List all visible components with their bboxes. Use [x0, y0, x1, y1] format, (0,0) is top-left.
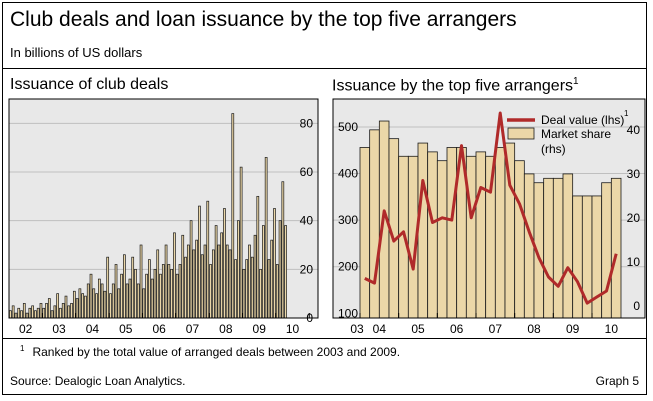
market-share-bar — [475, 151, 487, 319]
market-share-bar — [601, 182, 612, 319]
right-rhs-tick-label: 20 — [627, 211, 641, 225]
source-note: Source: Dealogic Loan Analytics. — [10, 374, 186, 388]
left-y-tick-label: 40 — [300, 214, 314, 228]
legend-deal-value-label: Deal value (lhs) — [541, 113, 624, 127]
right-x-tick-label: 03 — [350, 322, 364, 336]
right-lhs-tick-label: 200 — [338, 260, 358, 274]
market-share-bar — [514, 160, 525, 319]
market-share-bar — [417, 142, 429, 319]
right-lhs-tick-label: 500 — [338, 120, 358, 134]
market-share-bar — [543, 177, 554, 319]
title-divider — [2, 68, 647, 69]
right-lhs-tick-label: 300 — [338, 213, 358, 227]
right-rhs-tick-label: 0 — [633, 299, 640, 313]
right-rhs-tick-label: 30 — [627, 167, 641, 181]
left-panel-title: Issuance of club deals — [10, 76, 169, 93]
graph-subtitle: In billions of US dollars — [10, 45, 143, 60]
left-x-tick-label: 06 — [152, 322, 166, 336]
right-x-tick-label: 09 — [566, 322, 580, 336]
market-share-bar — [494, 147, 506, 319]
market-share-bar — [610, 177, 622, 319]
left-x-tick-label: 02 — [19, 322, 33, 336]
right-rhs-tick-label: 10 — [627, 255, 641, 269]
left-x-tick-label: 04 — [86, 322, 100, 336]
footnote-marker: 1 — [20, 344, 25, 353]
deal-value-line — [364, 111, 618, 305]
graph-number: Graph 5 — [595, 374, 639, 388]
left-plot-border — [8, 98, 319, 319]
right-plot-border — [332, 98, 646, 319]
right-x-tick-label: 08 — [527, 322, 541, 336]
right-x-tick-label: 06 — [450, 322, 464, 336]
market-share-bar — [436, 160, 448, 319]
legend-market-share-rhs: (rhs) — [541, 142, 566, 156]
right-panel-title: Issuance by the top five arrangers1 — [332, 76, 579, 95]
legend-market-share-swatch — [507, 127, 535, 140]
left-y-tick-label: 20 — [300, 262, 314, 276]
left-x-tick-label: 08 — [219, 322, 233, 336]
market-share-bar — [446, 147, 458, 319]
right-x-tick-label: 10 — [605, 322, 619, 336]
left-x-tick-label: 07 — [186, 322, 200, 336]
right-x-tick-label: 07 — [489, 322, 503, 336]
right-lhs-tick-label: 100 — [338, 306, 358, 320]
footer-divider — [2, 338, 647, 339]
left-y-tick-label: 60 — [300, 165, 314, 179]
market-share-bar — [465, 155, 477, 319]
legend-market-share-label: Market share — [541, 127, 611, 141]
market-share-bar — [359, 147, 371, 319]
market-share-bar — [427, 151, 438, 319]
left-y-tick-label: 0 — [306, 311, 313, 325]
right-x-tick-label: 04 — [373, 322, 387, 336]
right-x-tick-label: 05 — [411, 322, 425, 336]
graph-frame — [2, 2, 647, 395]
legend-deal-value-sup: 1 — [624, 109, 629, 118]
right-lhs-tick-label: 400 — [338, 167, 358, 181]
left-x-tick-label: 09 — [253, 322, 267, 336]
left-y-tick-label: 80 — [300, 116, 314, 130]
market-share-bar — [572, 195, 583, 319]
market-share-bar — [552, 177, 564, 319]
right-rhs-tick-label: 40 — [627, 123, 641, 137]
footnote: 1 Ranked by the total value of arranged d… — [20, 344, 401, 359]
left-x-tick-label: 03 — [52, 322, 66, 336]
chart-legend: Deal value (lhs) 1 Market share(rhs) — [507, 109, 629, 156]
market-share-bar — [562, 173, 574, 319]
market-share-bar — [369, 129, 380, 319]
left-x-tick-label: 10 — [286, 322, 300, 336]
graph-title: Club deals and loan issuance by the top … — [10, 8, 517, 31]
market-share-bar — [523, 173, 535, 319]
left-x-tick-label: 05 — [119, 322, 133, 336]
right-panel-title-sup: 1 — [573, 76, 579, 87]
